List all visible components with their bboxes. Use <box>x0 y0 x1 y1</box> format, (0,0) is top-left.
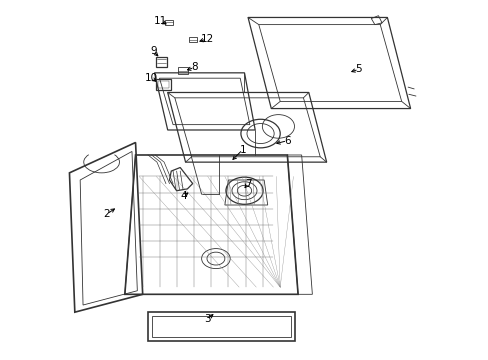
Text: 6: 6 <box>284 136 290 146</box>
Text: 8: 8 <box>191 63 198 72</box>
Text: 2: 2 <box>103 209 110 219</box>
Text: 3: 3 <box>203 314 210 324</box>
Text: 11: 11 <box>154 16 167 26</box>
Text: 5: 5 <box>355 64 362 74</box>
Text: 9: 9 <box>150 46 156 57</box>
Text: 10: 10 <box>145 73 158 83</box>
Text: 7: 7 <box>244 179 251 189</box>
Text: 4: 4 <box>180 191 187 201</box>
Text: 1: 1 <box>239 145 245 155</box>
Text: 12: 12 <box>200 34 213 44</box>
